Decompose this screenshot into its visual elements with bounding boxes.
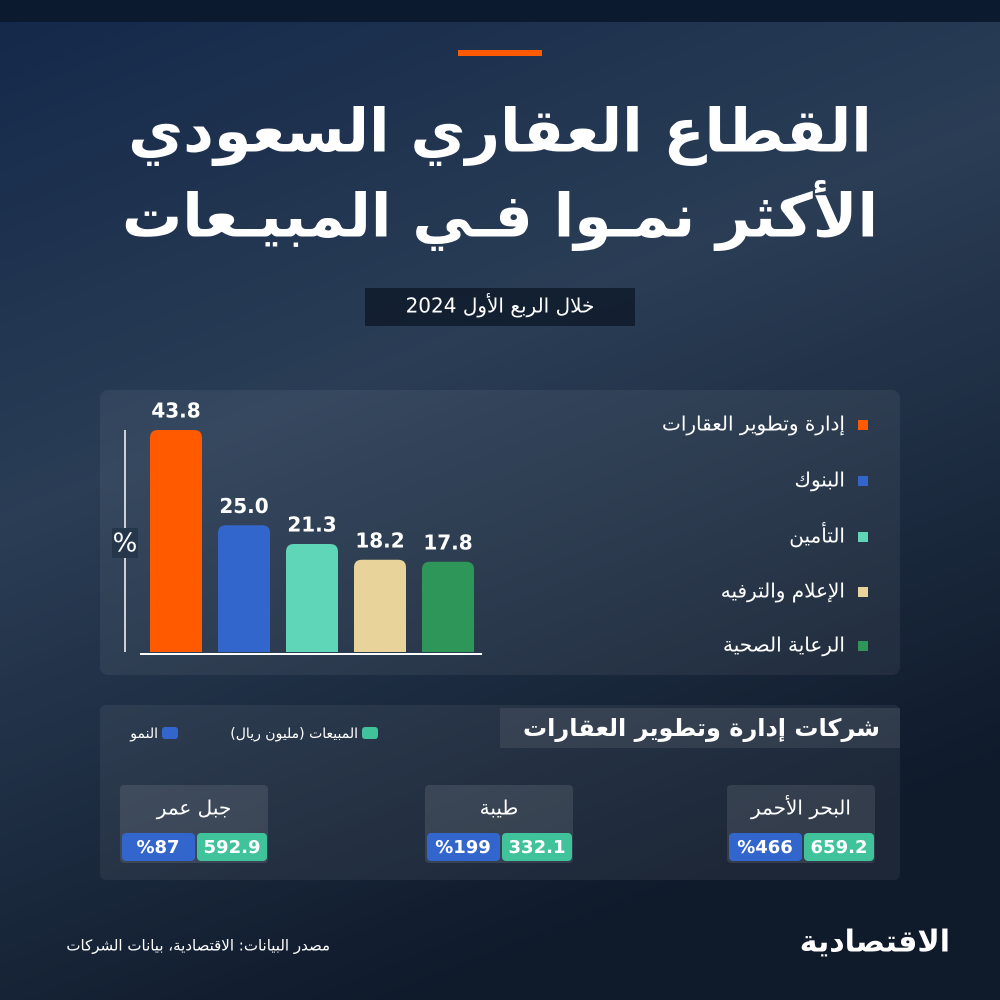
source: مصدر البيانات: الاقتصادية، بيانات الشركا… (66, 937, 330, 955)
legend-swatch (858, 641, 868, 651)
sales-pill (804, 833, 874, 861)
growth-value: %87 (136, 837, 179, 858)
companies-header-band (500, 708, 900, 748)
value-label: 17.8 (423, 530, 472, 554)
companies: المبيعات (مليون ريال) النمو البحر الأحمر %4… (120, 726, 875, 863)
growth-pill (729, 833, 802, 861)
legend-label: النمو (129, 726, 158, 742)
value-label: 25.0 (219, 494, 268, 518)
sales-value: 659.2 (811, 837, 868, 858)
y-label-bg (112, 528, 138, 558)
subtitle-box (365, 288, 635, 326)
companies-title: شركات إدارة وتطوير العقارات (523, 714, 880, 742)
companies-panel (100, 705, 900, 880)
legend-swatch (858, 587, 868, 597)
title-line: الأكثر نمـوا فـي المبيـعات (122, 180, 878, 252)
subtitle: خلال الربع الأول 2024 (406, 294, 595, 318)
bar (286, 544, 338, 652)
value-label: 43.8 (151, 399, 200, 423)
legend-swatch (858, 532, 868, 542)
growth-value: %466 (737, 837, 793, 858)
legend-swatch (362, 727, 378, 739)
legend-swatch (858, 420, 868, 430)
value-label: 18.2 (355, 528, 404, 552)
legend-swatch (858, 476, 868, 486)
bar (422, 561, 474, 652)
bar (354, 559, 406, 652)
legend-label: المبيعات (مليون ريال) (230, 726, 358, 742)
y-axis-label: % (113, 529, 138, 559)
company-name: طيبة (480, 796, 519, 820)
legend-label: البنوك (794, 468, 845, 492)
sales-pill (197, 833, 267, 861)
growth-pill (122, 833, 195, 861)
legend-label: إدارة وتطوير العقارات (662, 412, 845, 437)
bar (218, 525, 270, 652)
logo: الاقتصادية (800, 925, 950, 960)
growth-pill (427, 833, 500, 861)
bar (150, 430, 202, 652)
sales-pill (502, 833, 572, 861)
sales-value: 592.9 (204, 837, 261, 858)
legend-label: الإعلام والترفيه (721, 579, 845, 603)
chart: % 43.8 إدارة وتطوير العقارات 25.0 البنوك 21.… (112, 399, 868, 657)
top-band (0, 0, 1000, 22)
accent-bar (458, 50, 542, 56)
value-label: 21.3 (287, 513, 336, 537)
sales-value: 332.1 (509, 837, 566, 858)
legend-swatch (162, 727, 178, 739)
legend-label: التأمين (789, 522, 845, 548)
company-name: جبل عمر (156, 796, 231, 820)
legend-label: الرعاية الصحية (723, 633, 845, 657)
growth-value: %199 (435, 837, 491, 858)
company-name: البحر الأحمر (750, 796, 851, 820)
title-line: القطاع العقاري السعودي (128, 97, 872, 167)
